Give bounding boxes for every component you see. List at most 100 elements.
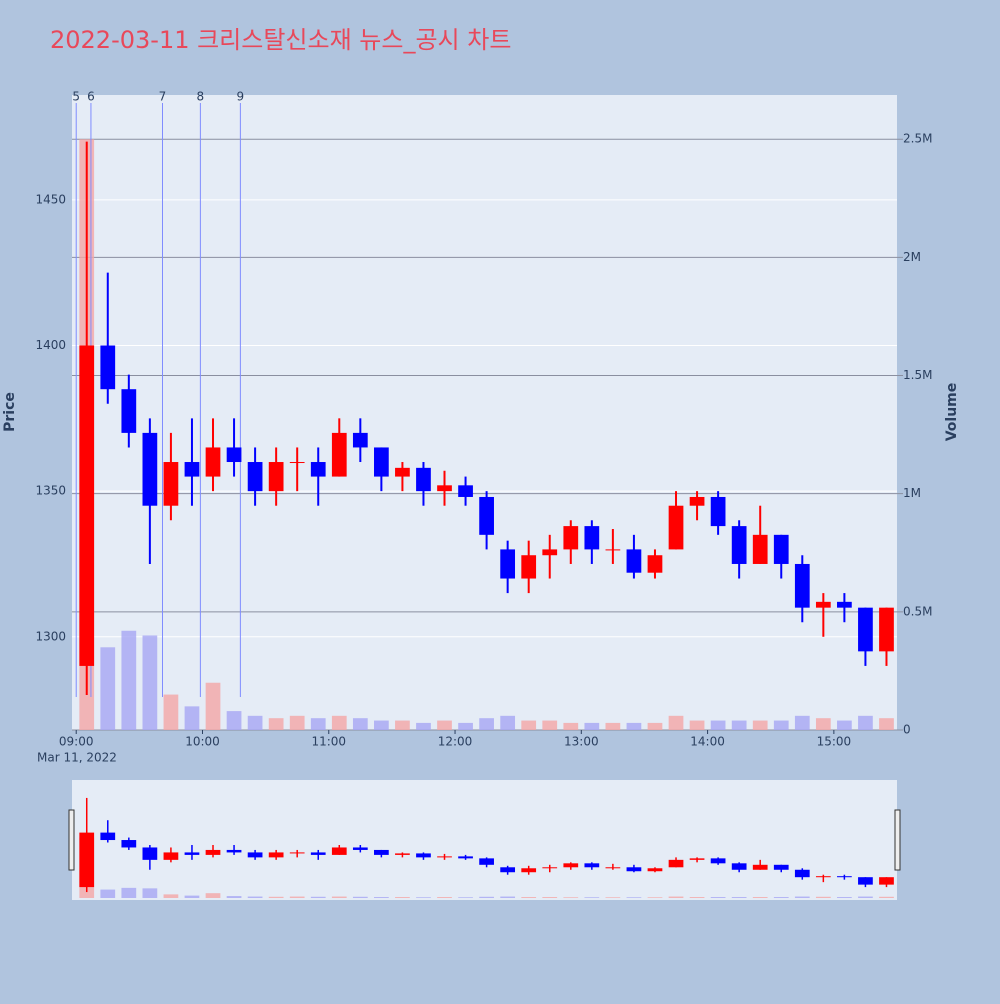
candle-body	[668, 505, 684, 550]
volume-bar	[542, 720, 558, 730]
candle-body	[584, 526, 600, 550]
mini-candle-body	[731, 863, 747, 870]
volume-bar	[815, 718, 831, 730]
candle-body	[479, 496, 494, 535]
mini-volume-bar	[205, 893, 221, 898]
mini-candle-body	[310, 852, 326, 855]
mini-volume-bar	[752, 897, 768, 898]
volume-bar	[858, 715, 873, 730]
volume-bar	[142, 635, 158, 730]
volume-bar	[668, 715, 684, 730]
volume-bar	[794, 715, 810, 730]
mini-volume-bar	[815, 896, 831, 898]
candle-body	[521, 555, 537, 579]
candle-body	[395, 467, 410, 477]
volume-bar	[310, 718, 326, 730]
candle-body	[563, 526, 579, 550]
mini-candle-body	[437, 856, 452, 858]
candle-body	[374, 447, 389, 477]
mini-candle-body	[331, 847, 347, 855]
mini-candle-body	[689, 858, 705, 860]
candle-body	[879, 607, 894, 652]
mini-volume-bar	[773, 897, 789, 898]
mini-volume-bar	[416, 897, 431, 898]
volume-bar	[268, 718, 284, 730]
volume-bar	[163, 694, 179, 730]
y-axis-title: Price	[2, 392, 18, 432]
volume-bar	[500, 715, 516, 730]
mini-volume-bar	[858, 896, 873, 898]
mini-volume-bar	[268, 896, 284, 898]
volume-bar	[184, 706, 200, 730]
mini-volume-bar	[184, 895, 200, 898]
candle-body	[163, 462, 179, 506]
mini-candle-body	[815, 876, 831, 878]
mini-candle-body	[521, 868, 537, 873]
volume-bar	[100, 647, 116, 730]
range-handle[interactable]	[894, 809, 901, 871]
mini-candle-body	[268, 852, 284, 858]
annotation-label: 8	[197, 90, 205, 104]
volume-bar	[710, 720, 726, 730]
mini-volume-bar	[710, 897, 726, 898]
candle-body	[794, 563, 810, 608]
x-tick-label: 13:00	[564, 735, 599, 749]
y2-tick-label: 1M	[903, 486, 921, 500]
candle-body	[500, 549, 516, 579]
volume-bar	[647, 722, 663, 730]
mini-volume-bar	[731, 897, 747, 898]
candle-body	[226, 447, 242, 463]
volume-bar	[521, 720, 537, 730]
volume-bar	[773, 720, 789, 730]
x-tick-label: 10:00	[185, 735, 220, 749]
candle-body	[100, 345, 116, 390]
volume-bar	[289, 715, 305, 730]
candle-body	[331, 432, 347, 477]
mini-volume-bar	[521, 897, 537, 898]
mini-candle-body	[879, 877, 894, 885]
mini-candle-body	[79, 832, 95, 888]
candle-body	[247, 462, 263, 492]
mini-volume-bar	[794, 896, 810, 898]
mini-candle-body	[794, 869, 810, 878]
mini-candle-body	[374, 849, 389, 855]
mini-volume-bar	[352, 896, 368, 898]
mini-candle-body	[584, 863, 600, 868]
y2-tick-label: 2M	[903, 250, 921, 264]
y-tick-label: 1400	[35, 338, 66, 352]
mini-volume-bar	[163, 894, 179, 898]
annotation-label: 6	[87, 90, 95, 104]
x-tick-label: 15:00	[817, 735, 852, 749]
volume-bar	[226, 711, 242, 730]
range-handle[interactable]	[68, 809, 75, 871]
x-date-label: Mar 11, 2022	[37, 751, 117, 765]
y-tick-label: 1300	[35, 629, 66, 643]
volume-bar	[605, 722, 621, 730]
mini-volume-bar	[121, 887, 137, 898]
mini-volume-bar	[395, 897, 410, 898]
mini-volume-bar	[626, 897, 642, 898]
mini-volume-bar	[479, 896, 494, 898]
y2-tick-label: 1.5M	[903, 368, 932, 382]
mini-volume-bar	[584, 897, 600, 898]
candle-body	[184, 462, 200, 477]
candle-body	[310, 462, 326, 477]
mini-candle-body	[837, 876, 852, 878]
volume-bar	[752, 720, 768, 730]
mini-candle-body	[142, 847, 158, 860]
candle-body	[542, 549, 558, 556]
mini-volume-bar	[837, 897, 852, 898]
mini-candle-body	[395, 853, 410, 855]
volume-bar	[395, 720, 410, 730]
x-tick-label: 14:00	[690, 735, 725, 749]
mini-volume-bar	[289, 896, 305, 898]
mini-volume-bar	[879, 896, 894, 898]
mini-volume-bar	[668, 896, 684, 898]
mini-candle-body	[416, 853, 431, 858]
mini-candle-body	[100, 832, 116, 841]
range-slider[interactable]	[72, 780, 897, 900]
mini-volume-bar	[437, 897, 452, 898]
mini-volume-bar	[100, 889, 116, 898]
y2-axis-title: Volume	[944, 383, 960, 442]
volume-bar	[837, 720, 852, 730]
